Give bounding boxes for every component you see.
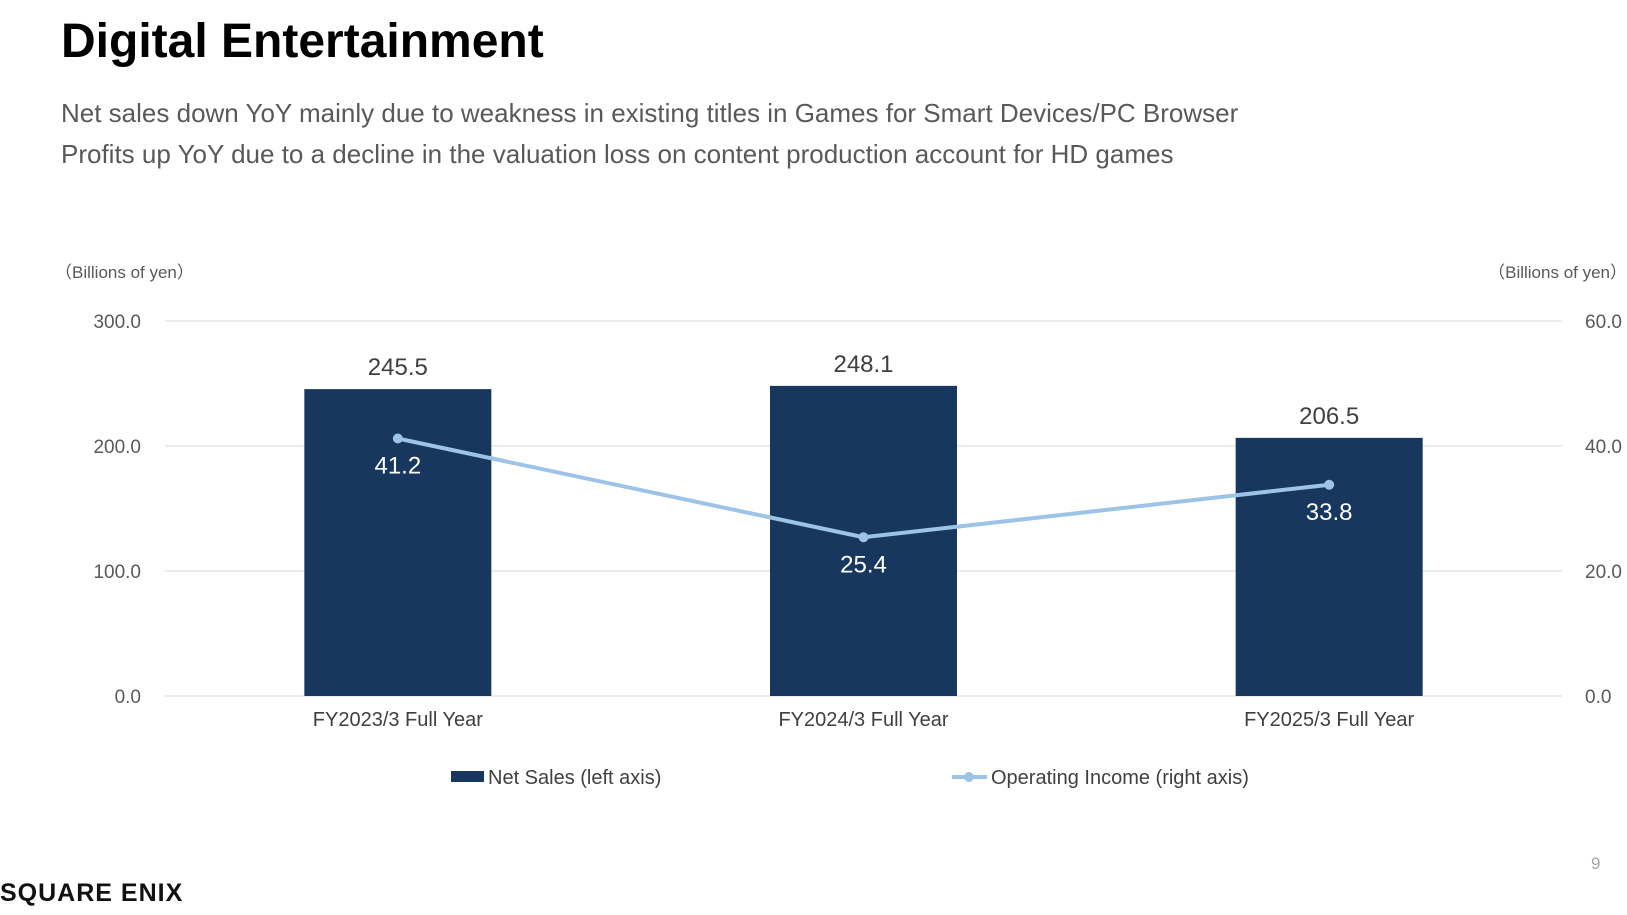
right-tick-label: 60.0 xyxy=(1585,312,1622,333)
legend: Net Sales (left axis) Operating Income (… xyxy=(451,767,1249,789)
line-point xyxy=(858,532,869,543)
page-title: Digital Entertainment xyxy=(61,15,544,68)
operating-income-line-group xyxy=(392,433,1335,543)
legend-net-sales-swatch xyxy=(451,771,484,782)
bar-value-label: 248.1 xyxy=(833,351,893,378)
category-label: FY2025/3 Full Year xyxy=(1244,709,1414,731)
line-value-label: 41.2 xyxy=(374,453,421,480)
left-tick-label: 0.0 xyxy=(115,687,141,708)
right-tick-label: 20.0 xyxy=(1585,562,1622,583)
right-axis-unit: （Billions of yen） xyxy=(1488,263,1627,282)
category-label: FY2023/3 Full Year xyxy=(313,709,483,731)
left-axis-ticks: 0.0 100.0 200.0 300.0 xyxy=(93,312,141,708)
page-subtitle: Net sales down YoY mainly due to weaknes… xyxy=(61,93,1238,175)
page-number: 9 xyxy=(1591,854,1601,873)
line-point xyxy=(1324,479,1335,490)
left-tick-label: 100.0 xyxy=(93,562,141,583)
legend-net-sales-label: Net Sales (left axis) xyxy=(488,767,661,789)
right-axis-ticks: 0.0 20.0 40.0 60.0 xyxy=(1585,312,1622,708)
operating-income-labels: 41.2 25.4 33.8 xyxy=(374,453,1352,579)
category-labels: FY2023/3 Full Year FY2024/3 Full Year FY20… xyxy=(313,709,1415,731)
line-value-label: 25.4 xyxy=(840,551,887,578)
company-logo: SQUARE ENIX xyxy=(0,879,184,907)
right-tick-label: 0.0 xyxy=(1585,687,1611,708)
subtitle-line-2: Profits up YoY due to a decline in the v… xyxy=(61,139,1174,169)
category-label: FY2024/3 Full Year xyxy=(778,709,948,731)
net-sales-labels: 245.5 248.1 206.5 xyxy=(368,351,1359,430)
bar-value-label: 245.5 xyxy=(368,354,428,381)
line-point xyxy=(392,433,403,444)
subtitle-line-1: Net sales down YoY mainly due to weaknes… xyxy=(61,98,1239,128)
right-tick-label: 40.0 xyxy=(1585,437,1622,458)
bar-value-label: 206.5 xyxy=(1299,403,1359,430)
left-axis-unit: （Billions of yen） xyxy=(55,263,194,282)
legend-operating-income-marker xyxy=(964,772,974,782)
line-value-label: 33.8 xyxy=(1306,499,1353,526)
left-tick-label: 300.0 xyxy=(93,312,141,333)
legend-operating-income-label: Operating Income (right axis) xyxy=(991,767,1249,789)
left-tick-label: 200.0 xyxy=(93,437,141,458)
bar xyxy=(1235,437,1423,696)
